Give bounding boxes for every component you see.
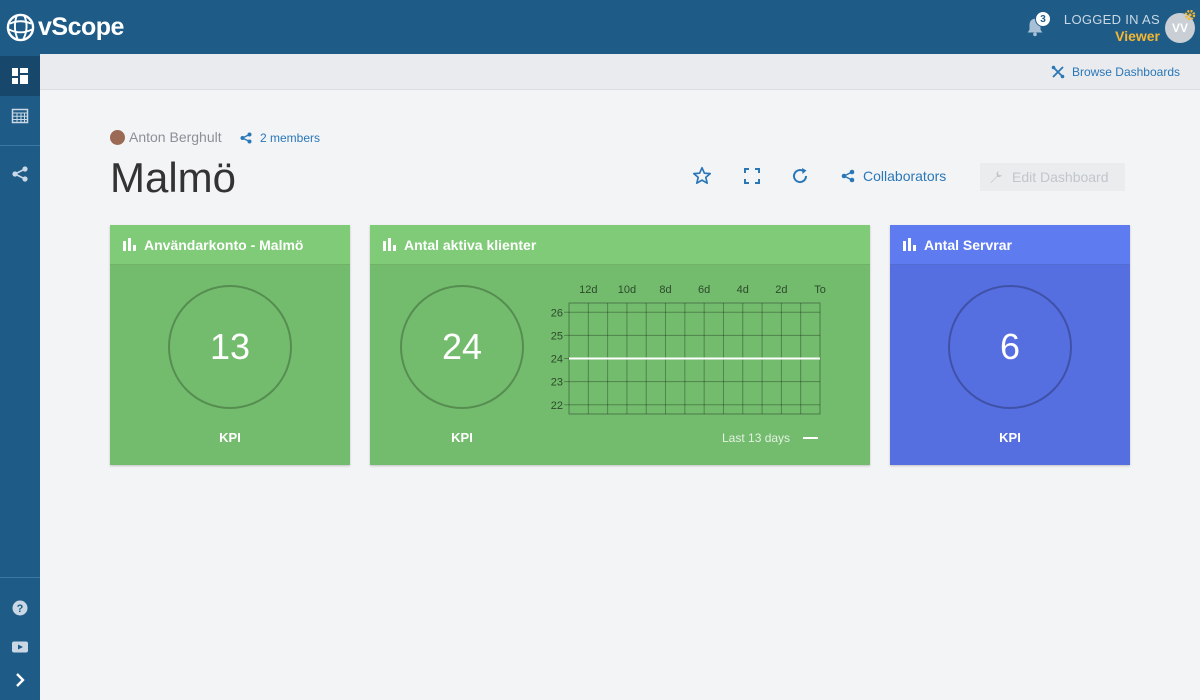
app-name: vScope [38, 12, 124, 41]
kpi-value: 24 [400, 285, 524, 409]
kpi-value: 6 [948, 285, 1072, 409]
avatar[interactable]: VV [1165, 13, 1195, 43]
subheader: Browse Dashboards [40, 54, 1200, 90]
x-tick-label: To [814, 284, 826, 296]
edit-dashboard-label: Edit Dashboard [1012, 169, 1109, 185]
table-icon [11, 108, 29, 124]
widget-header: Antal Servrar [890, 225, 1130, 265]
members-count: 2 members [260, 131, 321, 145]
dashboard-icon [12, 68, 28, 84]
sidebar: ? [0, 54, 40, 700]
notification-badge: 3 [1035, 11, 1051, 27]
y-tick-label: 24 [551, 354, 563, 366]
login-label: LOGGED IN AS [1063, 12, 1160, 27]
widget-header: Användarkonto - Malmö [110, 225, 350, 265]
widget-title: Användarkonto - Malmö [144, 236, 304, 253]
user-role: Viewer [1115, 28, 1160, 44]
share-icon [240, 132, 252, 144]
wrench-icon [990, 171, 1002, 183]
svg-text:?: ? [17, 603, 24, 615]
members-link[interactable]: 2 members [240, 131, 320, 145]
sidebar-item-tables[interactable] [0, 96, 40, 136]
star-icon[interactable] [692, 166, 712, 186]
x-tick-label: 2d [775, 284, 787, 296]
sidebar-expand-button[interactable] [0, 660, 40, 700]
collaborators-button[interactable]: Collaborators [841, 168, 946, 184]
sidebar-item-dashboards[interactable] [0, 56, 40, 96]
collaborators-label: Collaborators [863, 168, 947, 184]
kpi-label: KPI [999, 430, 1021, 445]
globe-icon [6, 13, 35, 41]
widget-header: Antal aktiva klienter [370, 225, 870, 265]
top-bar: vScope 3 LOGGED IN AS Viewer VV [0, 0, 1200, 54]
kpi-label: KPI [219, 430, 241, 445]
edit-dashboard-button[interactable]: Edit Dashboard [980, 163, 1125, 191]
sidebar-divider [0, 577, 40, 578]
x-tick-label: 4d [737, 284, 749, 296]
owner-avatar [110, 129, 125, 145]
widget-aktiva-klienter[interactable]: Antal aktiva klienter 24 KPI 26 25 24 23 22 1… [370, 225, 870, 465]
legend-label: Last 13 days [722, 431, 791, 445]
share-icon [12, 166, 28, 182]
legend-line [803, 437, 819, 439]
line-chart: 26 25 24 23 22 12d 10d 8d 6d 4d 2d To [551, 284, 826, 415]
chart-legend: Last 13 days [722, 431, 819, 445]
app-logo[interactable]: vScope [6, 11, 124, 43]
owner-name: Anton Berghult [129, 129, 222, 145]
help-icon: ? [12, 600, 28, 616]
bar-chart-icon [383, 238, 396, 251]
y-tick-label: 23 [551, 377, 563, 389]
kpi-value: 13 [168, 285, 292, 409]
sidebar-divider [0, 145, 40, 146]
widget-antal-servrar[interactable]: Antal Servrar 6 KPI [890, 225, 1130, 465]
refresh-icon[interactable] [790, 166, 810, 186]
y-tick-label: 26 [551, 307, 563, 319]
x-tick-label: 10d [618, 284, 636, 296]
login-info: LOGGED IN AS Viewer [1064, 12, 1160, 44]
dashboard-owner: Anton Berghult [110, 129, 222, 145]
widget-title: Antal Servrar [924, 236, 1012, 253]
gear-icon[interactable] [1184, 9, 1196, 21]
widget-anvandarkonto[interactable]: Användarkonto - Malmö 13 KPI [110, 225, 350, 465]
sidebar-item-share[interactable] [0, 154, 40, 194]
tools-icon [1051, 65, 1065, 79]
sidebar-item-video[interactable] [0, 627, 40, 667]
y-tick-label: 22 [551, 400, 563, 412]
bar-chart-icon [903, 238, 916, 251]
chevron-right-icon [16, 673, 25, 687]
x-tick-label: 8d [659, 284, 671, 296]
x-tick-label: 6d [698, 284, 710, 296]
y-tick-label: 25 [551, 330, 563, 342]
browse-dashboards-label: Browse Dashboards [1071, 65, 1180, 79]
bar-chart-icon [123, 238, 136, 251]
video-icon [12, 641, 28, 653]
x-tick-label: 12d [579, 284, 597, 296]
kpi-label: KPI [451, 430, 473, 445]
widget-title: Antal aktiva klienter [404, 236, 537, 253]
page-title: Malmö [110, 154, 237, 201]
sidebar-item-help[interactable]: ? [0, 588, 40, 628]
share-icon [841, 169, 855, 183]
fullscreen-icon[interactable] [742, 166, 762, 186]
browse-dashboards-link[interactable]: Browse Dashboards [1051, 65, 1180, 79]
